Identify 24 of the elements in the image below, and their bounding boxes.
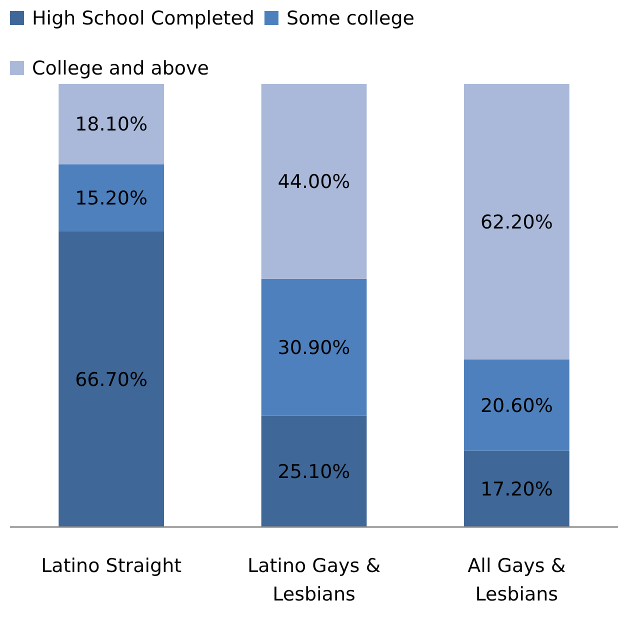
data-label: 44.00% xyxy=(278,171,350,194)
x-tick-label: Latino Gays & Lesbians xyxy=(247,555,381,606)
bar xyxy=(58,164,164,232)
bar xyxy=(464,84,570,360)
legend-label: Some college xyxy=(286,8,414,30)
data-label: 17.20% xyxy=(480,478,553,501)
data-label: 66.70% xyxy=(75,368,148,391)
x-tick-label: Latino Straight xyxy=(41,555,182,577)
data-label: 62.20% xyxy=(480,211,553,234)
bar xyxy=(261,278,367,416)
x-tick-label: All Gays & Lesbians xyxy=(468,555,566,606)
bar xyxy=(58,232,164,527)
bar xyxy=(261,416,367,527)
legend-label: High School Completed xyxy=(32,8,254,30)
legend-label: College and above xyxy=(32,58,209,80)
data-label: 25.10% xyxy=(278,461,350,484)
data-label: 20.60% xyxy=(480,394,553,417)
data-label: 30.90% xyxy=(278,337,350,360)
bar xyxy=(464,360,570,451)
bar xyxy=(58,84,164,164)
data-label: 18.10% xyxy=(75,114,148,136)
data-label: 15.20% xyxy=(75,188,148,210)
bar xyxy=(261,84,367,279)
bar xyxy=(464,450,570,527)
